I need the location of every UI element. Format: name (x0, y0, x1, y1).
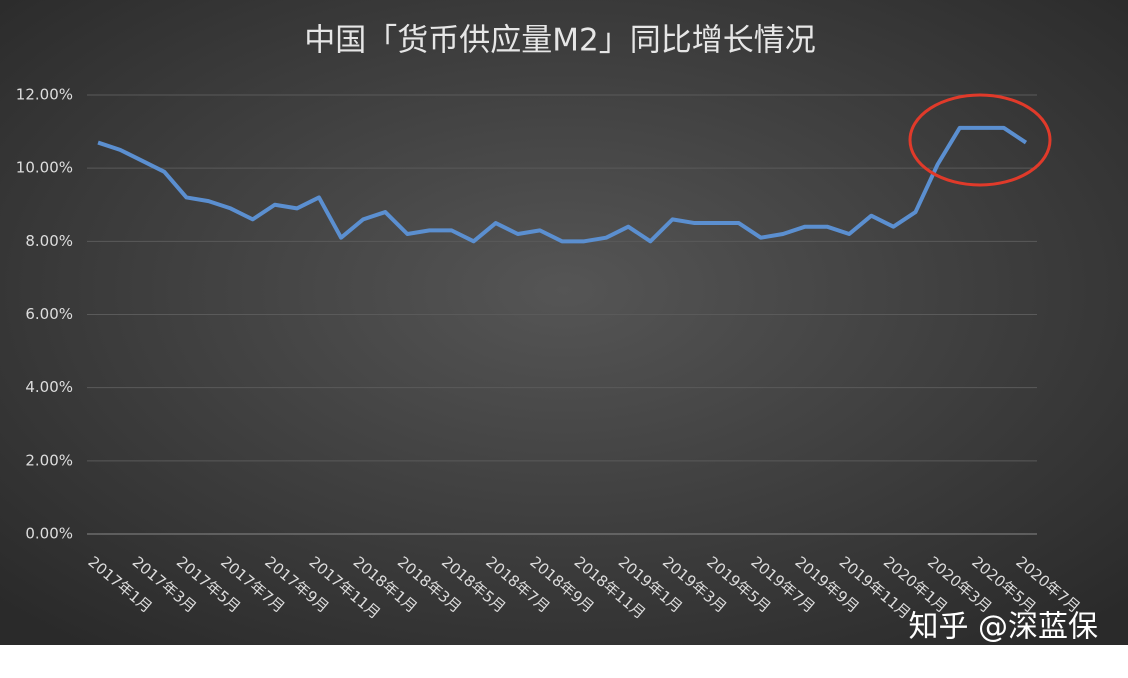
chart-title: 中国「货币供应量M2」同比增长情况 (304, 23, 815, 59)
y-tick-label: 4.00% (25, 378, 73, 396)
y-tick-label: 8.00% (25, 232, 73, 250)
watermark: 知乎 @深蓝保 (908, 610, 1098, 645)
y-tick-label: 6.00% (25, 305, 73, 323)
chart-background (0, 0, 1128, 645)
y-tick-label: 2.00% (25, 451, 73, 469)
y-tick-label: 0.00% (25, 525, 73, 543)
highlight-circle (908, 93, 1052, 187)
y-tick-label: 10.00% (16, 159, 73, 177)
line (97, 125, 1028, 244)
y-tick-label: 12.00% (16, 86, 73, 104)
